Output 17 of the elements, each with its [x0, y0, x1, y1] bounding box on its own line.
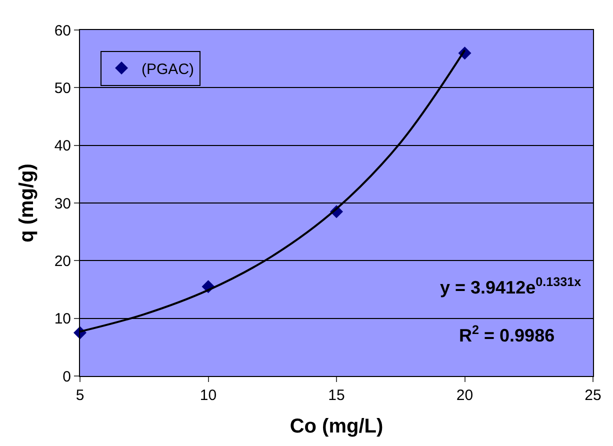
legend-label: (PGAC) — [142, 60, 194, 78]
annotation: y = 3.9412e$^{0.1331x}$ — [440, 275, 582, 298]
y-tick-label: 20 — [54, 252, 71, 270]
y-tick-label: 10 — [54, 310, 71, 328]
annotation: R$^{2}$ = 0.9986 — [459, 323, 555, 346]
y-tick-label: 50 — [54, 80, 71, 97]
x-tick-label: 5 — [76, 387, 84, 404]
x-tick-label: 20 — [456, 387, 474, 404]
x-tick-label: 25 — [584, 387, 602, 404]
y-tick-label: 60 — [54, 22, 71, 40]
x-tick-label: 15 — [328, 387, 345, 404]
y-axis-title: q (mg/g) — [16, 164, 38, 242]
y-tick-label: 40 — [54, 138, 71, 155]
x-tick-label: 10 — [200, 387, 217, 404]
y-tick-label: 0 — [62, 368, 71, 386]
x-axis-title: Co (mg/L) — [290, 416, 384, 438]
y-tick-label: 30 — [54, 195, 71, 212]
